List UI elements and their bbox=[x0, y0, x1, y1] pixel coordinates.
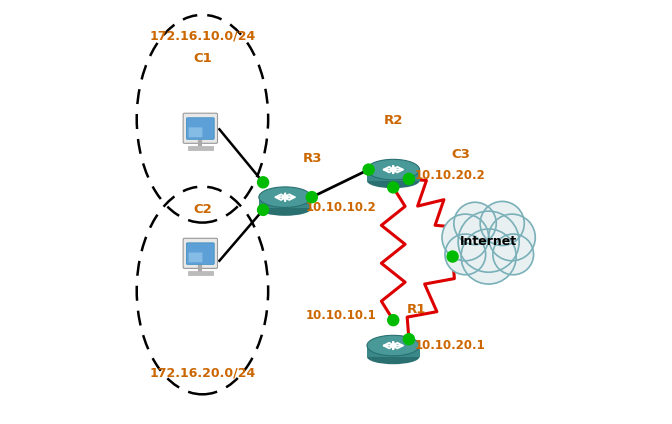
Circle shape bbox=[454, 202, 496, 245]
Circle shape bbox=[388, 182, 398, 193]
Circle shape bbox=[447, 251, 458, 262]
Circle shape bbox=[445, 234, 486, 275]
FancyBboxPatch shape bbox=[186, 118, 214, 139]
Circle shape bbox=[442, 214, 489, 261]
Polygon shape bbox=[367, 170, 419, 181]
Circle shape bbox=[458, 211, 519, 272]
Text: 10.10.10.2: 10.10.10.2 bbox=[306, 201, 376, 214]
Circle shape bbox=[257, 204, 269, 215]
FancyBboxPatch shape bbox=[186, 243, 214, 265]
Text: C1: C1 bbox=[193, 52, 212, 64]
Circle shape bbox=[403, 334, 415, 345]
Text: R2: R2 bbox=[384, 114, 403, 127]
Circle shape bbox=[480, 201, 524, 245]
Polygon shape bbox=[259, 197, 311, 208]
Ellipse shape bbox=[367, 335, 419, 356]
Text: 10.10.20.2: 10.10.20.2 bbox=[415, 170, 485, 182]
FancyBboxPatch shape bbox=[189, 252, 202, 262]
Text: C3: C3 bbox=[452, 148, 470, 161]
FancyBboxPatch shape bbox=[183, 238, 218, 268]
Ellipse shape bbox=[367, 349, 419, 364]
Circle shape bbox=[257, 177, 269, 188]
Ellipse shape bbox=[190, 272, 210, 274]
FancyBboxPatch shape bbox=[189, 127, 202, 137]
Circle shape bbox=[403, 173, 415, 184]
Circle shape bbox=[461, 229, 516, 284]
Ellipse shape bbox=[259, 187, 311, 207]
Text: 10.10.20.1: 10.10.20.1 bbox=[415, 339, 485, 352]
Circle shape bbox=[388, 315, 398, 326]
Ellipse shape bbox=[367, 173, 419, 188]
Circle shape bbox=[363, 164, 374, 175]
Text: R3: R3 bbox=[303, 152, 323, 165]
FancyBboxPatch shape bbox=[183, 113, 218, 143]
Text: 172.16.20.0/24: 172.16.20.0/24 bbox=[149, 367, 255, 379]
Text: 10.10.10.1: 10.10.10.1 bbox=[306, 310, 376, 322]
Text: R1: R1 bbox=[407, 303, 426, 316]
Circle shape bbox=[306, 192, 317, 203]
Polygon shape bbox=[367, 346, 419, 357]
Circle shape bbox=[493, 234, 534, 275]
Text: 172.16.10.0/24: 172.16.10.0/24 bbox=[149, 30, 255, 42]
Ellipse shape bbox=[190, 147, 210, 149]
Ellipse shape bbox=[259, 201, 311, 216]
Text: Internet: Internet bbox=[460, 235, 517, 248]
Circle shape bbox=[489, 214, 536, 261]
Text: C2: C2 bbox=[193, 204, 212, 216]
Ellipse shape bbox=[367, 159, 419, 180]
